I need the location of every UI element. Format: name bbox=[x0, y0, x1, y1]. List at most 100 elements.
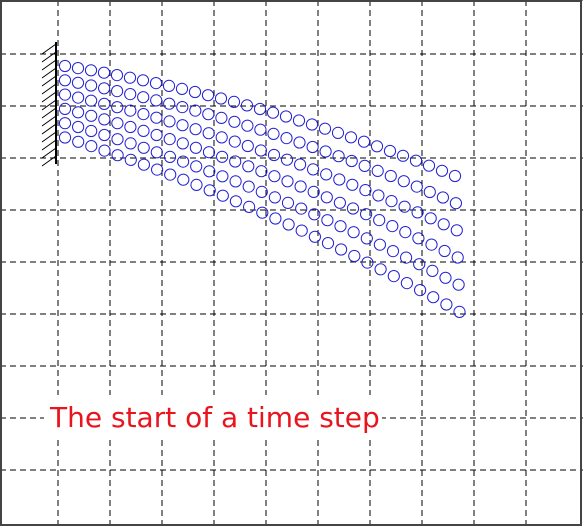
particle bbox=[280, 153, 294, 166]
particle bbox=[72, 135, 85, 148]
caption-mask bbox=[44, 395, 382, 439]
particle bbox=[150, 128, 163, 142]
particle bbox=[228, 115, 241, 128]
particle bbox=[58, 88, 72, 101]
particle bbox=[308, 230, 321, 243]
particle bbox=[307, 163, 320, 176]
particle bbox=[410, 180, 423, 193]
particle bbox=[150, 146, 163, 159]
particle bbox=[267, 148, 281, 162]
particle bbox=[124, 88, 137, 101]
particle bbox=[163, 150, 177, 163]
particle bbox=[84, 64, 98, 77]
particle bbox=[229, 155, 242, 168]
particle bbox=[319, 145, 332, 158]
particle bbox=[370, 140, 384, 153]
support-hatch bbox=[41, 147, 57, 159]
particle bbox=[189, 141, 202, 154]
particle bbox=[123, 71, 137, 84]
particle bbox=[360, 208, 373, 221]
particle bbox=[318, 122, 332, 135]
particle bbox=[85, 124, 98, 138]
particle bbox=[177, 155, 190, 168]
particle bbox=[334, 220, 347, 233]
particle bbox=[137, 91, 150, 104]
particle bbox=[308, 208, 321, 221]
particle bbox=[163, 115, 176, 128]
particle bbox=[386, 220, 399, 233]
particle bbox=[422, 159, 436, 172]
particle bbox=[346, 202, 360, 215]
fixed-support bbox=[41, 42, 57, 167]
particle bbox=[255, 165, 268, 178]
particle bbox=[438, 244, 451, 258]
support-hatch bbox=[41, 83, 57, 95]
particle bbox=[58, 117, 72, 130]
particle bbox=[137, 158, 150, 171]
particle bbox=[295, 202, 308, 215]
particle bbox=[242, 160, 255, 173]
particle bbox=[215, 111, 228, 125]
particle bbox=[347, 226, 360, 239]
particle bbox=[98, 144, 111, 157]
particle bbox=[227, 95, 241, 109]
particle bbox=[386, 245, 400, 258]
particle bbox=[384, 169, 397, 183]
particle bbox=[305, 118, 319, 131]
particle bbox=[177, 173, 190, 186]
particle bbox=[373, 238, 386, 251]
particle bbox=[189, 104, 202, 117]
particle bbox=[85, 109, 98, 122]
particle bbox=[111, 85, 124, 98]
support-hatch bbox=[41, 75, 57, 87]
particle bbox=[321, 237, 335, 250]
particle bbox=[345, 154, 358, 168]
particle bbox=[424, 212, 437, 225]
particle bbox=[253, 102, 267, 116]
particle bbox=[85, 94, 98, 107]
particle bbox=[333, 173, 346, 186]
particle bbox=[439, 271, 452, 284]
particle bbox=[111, 133, 124, 146]
particle bbox=[110, 69, 124, 82]
particle bbox=[163, 133, 176, 146]
particle bbox=[306, 140, 319, 154]
particle bbox=[162, 79, 176, 93]
particle bbox=[240, 99, 254, 112]
particle bbox=[281, 175, 294, 188]
particle bbox=[124, 153, 137, 166]
particle bbox=[124, 120, 137, 134]
particle bbox=[241, 119, 254, 132]
particle bbox=[71, 62, 85, 75]
particle bbox=[448, 169, 462, 183]
support-hatch bbox=[41, 123, 57, 135]
particle bbox=[124, 137, 137, 150]
particle-cloud bbox=[58, 59, 466, 318]
particle bbox=[150, 94, 163, 107]
particle bbox=[292, 114, 306, 127]
particle bbox=[175, 82, 189, 96]
particle bbox=[242, 180, 255, 193]
particle bbox=[214, 92, 228, 105]
support-hatch bbox=[41, 67, 57, 79]
particle bbox=[335, 243, 348, 256]
particle bbox=[268, 170, 281, 183]
particle bbox=[344, 131, 358, 144]
particle bbox=[437, 218, 450, 231]
support-hatch bbox=[41, 139, 57, 151]
support-hatch bbox=[41, 107, 57, 119]
support-hatch bbox=[41, 91, 57, 103]
particle bbox=[295, 224, 308, 237]
particle bbox=[229, 175, 242, 188]
particle bbox=[241, 139, 254, 153]
particle bbox=[411, 206, 424, 219]
particle bbox=[398, 200, 411, 213]
support-hatch bbox=[41, 99, 57, 111]
particle bbox=[269, 212, 282, 225]
particle bbox=[176, 137, 189, 150]
particle bbox=[149, 77, 163, 90]
particle bbox=[426, 264, 439, 277]
particle bbox=[279, 110, 293, 123]
particle bbox=[451, 251, 464, 264]
